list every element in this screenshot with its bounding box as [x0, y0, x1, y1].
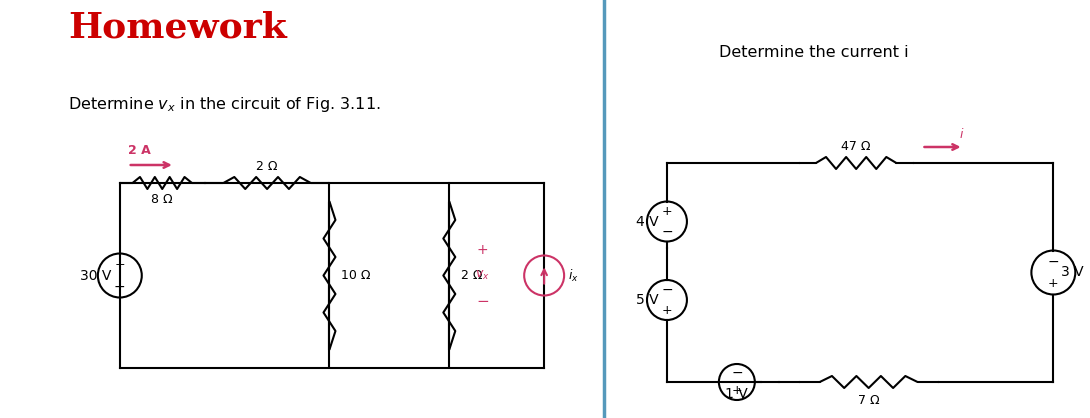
Text: −: −	[1047, 255, 1059, 268]
Text: 8 Ω: 8 Ω	[152, 193, 173, 206]
Text: +: +	[1049, 277, 1058, 290]
Text: −: −	[476, 293, 489, 308]
Text: $i_x$: $i_x$	[568, 268, 579, 283]
Text: Determine $v_x$ in the circuit of Fig. 3.11.: Determine $v_x$ in the circuit of Fig. 3…	[68, 95, 380, 114]
Text: Determine the current i: Determine the current i	[719, 45, 908, 60]
Text: $i$: $i$	[958, 127, 964, 141]
Text: +: +	[662, 205, 673, 218]
Text: 7 Ω: 7 Ω	[858, 394, 880, 407]
Text: 10 Ω: 10 Ω	[341, 269, 371, 282]
Text: +: +	[476, 244, 488, 257]
Text: −: −	[114, 280, 125, 293]
Text: +: +	[731, 385, 742, 398]
Text: 5 V: 5 V	[637, 293, 659, 307]
Text: −: −	[731, 366, 742, 380]
Text: −: −	[662, 283, 673, 297]
Text: 3 V: 3 V	[1062, 265, 1083, 280]
Text: 47 Ω: 47 Ω	[841, 140, 871, 153]
Text: −: −	[662, 224, 673, 239]
Text: 2 Ω: 2 Ω	[461, 269, 483, 282]
Text: $v_x$: $v_x$	[475, 269, 489, 282]
Text: 4 V: 4 V	[637, 214, 659, 229]
Text: 1 V: 1 V	[726, 387, 748, 401]
Text: 30 V: 30 V	[81, 268, 112, 283]
Text: Homework: Homework	[68, 10, 287, 44]
Text: 2 Ω: 2 Ω	[256, 160, 278, 173]
Text: +: +	[114, 258, 125, 271]
Text: +: +	[662, 303, 673, 316]
Text: 2 A: 2 A	[128, 144, 150, 157]
